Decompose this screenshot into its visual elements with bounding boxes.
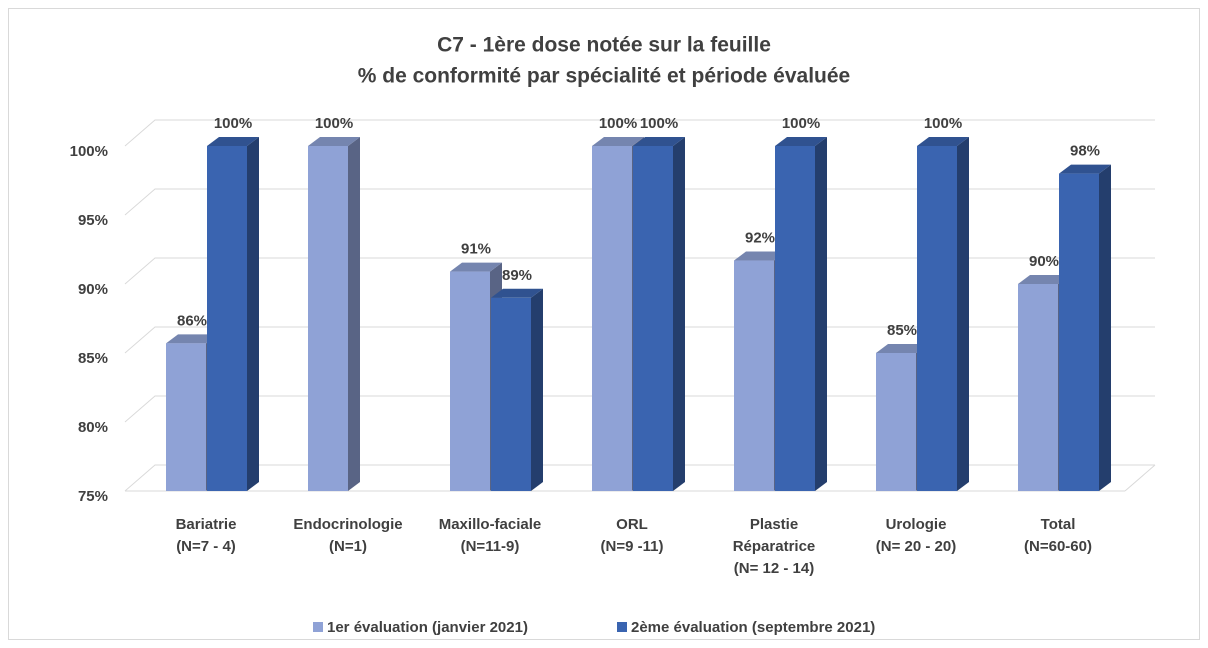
data-label: 92% <box>745 230 775 247</box>
x-tick-label: Urologie <box>886 516 947 533</box>
data-label: 100% <box>315 115 353 132</box>
x-tick-label: Plastie <box>750 516 798 533</box>
bar <box>917 146 957 491</box>
bar-top <box>592 137 644 146</box>
x-tick-label: Réparatrice <box>733 538 816 555</box>
x-tick-label: Endocrinologie <box>293 516 402 533</box>
bar-top <box>917 137 969 146</box>
x-tick-label: ORL <box>616 516 648 533</box>
y-tick-label: 75% <box>78 488 108 505</box>
bar <box>1059 173 1099 491</box>
bar-side <box>815 137 827 491</box>
chart-subtitle: % de conformité par spécialité et périod… <box>358 65 851 88</box>
bar <box>450 271 490 491</box>
bar-side <box>1099 164 1111 491</box>
data-label: 98% <box>1070 143 1100 160</box>
x-tick-label: (N= 20 - 20) <box>876 538 956 555</box>
legend-label: 1er évaluation (janvier 2021) <box>327 619 528 636</box>
x-tick-label: Bariatrie <box>176 516 237 533</box>
x-tick-label: (N=11-9) <box>461 538 520 555</box>
y-tick-label: 80% <box>78 419 108 436</box>
data-label: 86% <box>177 312 207 329</box>
y-tick-label: 90% <box>78 281 108 298</box>
data-label: 100% <box>599 115 637 132</box>
x-tick-label: (N=9 -11) <box>601 538 664 555</box>
bar-top <box>1059 164 1111 174</box>
bar-side <box>348 137 360 491</box>
data-label: 100% <box>640 115 678 132</box>
bar <box>734 260 774 491</box>
data-label: 91% <box>461 241 491 258</box>
bar-top <box>775 137 827 146</box>
data-label: 100% <box>924 115 962 132</box>
bar <box>633 146 673 491</box>
bar <box>775 146 815 491</box>
bar-side <box>957 137 969 491</box>
bar-top <box>491 288 543 298</box>
data-label: 89% <box>502 267 532 284</box>
bar-top <box>450 262 502 272</box>
bar-top <box>1018 275 1070 284</box>
x-tick-label: (N= 12 - 14) <box>734 560 814 577</box>
x-tick-label: Maxillo-faciale <box>439 516 542 533</box>
floor-edge <box>1124 464 1156 492</box>
y-tick-label: 85% <box>78 350 108 367</box>
data-label: 100% <box>214 115 252 132</box>
bar <box>166 343 206 491</box>
x-tick-label: (N=1) <box>329 538 367 555</box>
bar <box>491 297 531 491</box>
bar <box>207 146 247 491</box>
bar-top <box>633 137 685 146</box>
bar <box>876 353 916 491</box>
grid-line <box>124 119 1155 147</box>
bar-top <box>308 137 360 146</box>
data-label: 85% <box>887 322 917 339</box>
data-label: 100% <box>782 115 820 132</box>
chart-title: C7 - 1ère dose notée sur la feuille <box>437 34 771 57</box>
bar-side <box>247 137 259 491</box>
x-tick-label: (N=60-60) <box>1024 538 1092 555</box>
bar-top <box>166 334 218 344</box>
x-tick-label: (N=7 - 4) <box>176 538 236 555</box>
y-tick-label: 100% <box>70 143 108 160</box>
legend-swatch <box>617 622 627 632</box>
legend-swatch <box>313 622 323 632</box>
bar-top <box>207 137 259 146</box>
bar-top <box>734 251 786 261</box>
x-tick-label: Total <box>1041 516 1076 533</box>
y-tick-label: 95% <box>78 212 108 229</box>
bar <box>592 146 632 491</box>
bar <box>308 146 348 491</box>
bar-top <box>876 344 928 353</box>
data-label: 90% <box>1029 253 1059 270</box>
bar-side <box>531 288 543 491</box>
bar-side <box>673 137 685 491</box>
legend-label: 2ème évaluation (septembre 2021) <box>631 619 875 636</box>
bar <box>1018 284 1058 491</box>
